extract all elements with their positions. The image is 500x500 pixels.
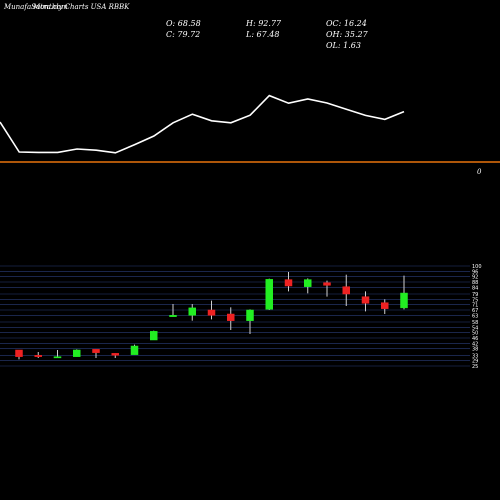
ol-readout: OL: 1.63	[326, 41, 361, 50]
y-tick-label: 67	[472, 308, 478, 314]
candle-down	[92, 349, 100, 353]
candle-up	[400, 292, 408, 309]
y-tick-label: 92	[472, 275, 478, 281]
chart-subtitle: Monthly Charts USA RBBK	[32, 3, 130, 11]
y-tick-label: 46	[472, 336, 478, 342]
candle-down	[111, 353, 119, 356]
oc-readout: OC: 16.24	[326, 19, 367, 28]
y-tick-label: 29	[472, 359, 478, 365]
candle-up	[304, 279, 312, 287]
oh-readout: OH: 35.27	[326, 30, 369, 39]
candle-down	[207, 309, 216, 316]
candle-up	[53, 356, 62, 359]
y-tick-label: 100	[472, 264, 482, 270]
candle-down	[361, 296, 370, 304]
y-tick-label: 71	[472, 303, 478, 309]
y-tick-label: 33	[472, 353, 478, 359]
baseline-label: 0	[477, 168, 482, 176]
high-readout: H: 92.77	[245, 19, 282, 28]
candle-up	[130, 345, 139, 355]
candle-panel	[15, 272, 408, 360]
y-tick-label: 25	[472, 364, 478, 370]
y-tick-label: 63	[472, 313, 478, 319]
candle-up	[246, 309, 254, 321]
low-readout: L: 67.48	[245, 30, 279, 39]
candle-down	[15, 349, 23, 357]
candle-down	[227, 313, 235, 321]
y-tick-label: 84	[472, 285, 478, 291]
open-readout: O: 68.58	[166, 19, 201, 28]
y-tick-label: 79	[472, 292, 478, 298]
candle-down	[323, 282, 331, 286]
y-tick-label: 58	[472, 320, 478, 326]
close-readout: C: 79.72	[166, 30, 200, 39]
site-title: MunafaSutra.com	[3, 3, 68, 11]
y-tick-label: 88	[472, 280, 478, 286]
y-tick-label: 50	[472, 331, 478, 337]
candle-up	[73, 349, 81, 357]
candle-down	[284, 279, 293, 287]
y-tick-label: 96	[472, 269, 478, 275]
candle-down	[342, 286, 350, 295]
series-line	[0, 94, 405, 154]
candle-down	[34, 355, 42, 357]
candle-up	[169, 315, 177, 317]
candle-up	[150, 331, 158, 341]
candle-up	[188, 307, 196, 316]
y-tick-label: 38	[472, 347, 478, 353]
line-panel: 0	[0, 94, 500, 176]
candle-up	[265, 279, 273, 310]
candle-down	[381, 302, 389, 309]
y-tick-label: 54	[472, 325, 478, 331]
y-tick-label: 42	[472, 341, 478, 347]
y-tick-label: 75	[472, 297, 478, 303]
